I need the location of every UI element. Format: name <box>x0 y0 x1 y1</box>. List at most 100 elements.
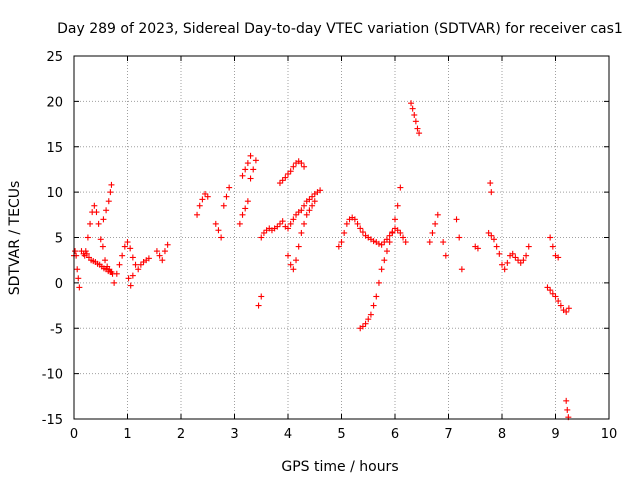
data-point <box>116 261 123 268</box>
data-point <box>311 198 318 205</box>
x-tick-label: 10 <box>601 427 618 442</box>
data-point <box>411 111 418 118</box>
data-point <box>381 239 388 246</box>
data-point <box>442 252 449 259</box>
x-tick-label: 2 <box>177 427 185 442</box>
data-point <box>306 196 313 203</box>
data-point <box>549 243 556 250</box>
data-point <box>386 232 393 239</box>
data-point <box>402 239 409 246</box>
data-point <box>124 239 131 246</box>
data-point <box>125 275 132 282</box>
data-point <box>434 211 441 218</box>
data-point <box>285 170 291 177</box>
data-point <box>127 245 134 252</box>
data-point <box>432 220 439 227</box>
data-point <box>260 229 267 236</box>
data-point <box>84 234 91 241</box>
x-tick-label: 4 <box>284 427 292 442</box>
data-point <box>357 225 364 232</box>
data-point <box>544 284 551 291</box>
data-point <box>383 248 390 255</box>
data-point <box>72 248 79 255</box>
data-point <box>487 180 494 187</box>
y-tick-label: 5 <box>55 232 63 247</box>
y-tick-label: -15 <box>42 413 63 428</box>
data-point <box>365 316 372 323</box>
data-point <box>97 236 104 243</box>
data-point <box>397 229 404 236</box>
data-point <box>547 234 554 241</box>
axis-ticks: 0 1 2 3 4 5 6 7 8 9 10 -15 -10 -5 0 5 10 15 20 25 <box>42 50 618 442</box>
data-point <box>338 239 345 246</box>
data-point <box>279 177 286 184</box>
data-point <box>242 205 249 212</box>
data-point <box>474 245 481 252</box>
data-point <box>303 211 310 218</box>
data-point <box>111 279 118 286</box>
data-point <box>145 255 152 262</box>
data-point <box>129 254 136 261</box>
y-tick-label: 15 <box>46 141 63 156</box>
data-point <box>557 302 564 309</box>
data-point <box>287 220 294 227</box>
data-point <box>113 270 120 277</box>
data-point <box>250 166 257 173</box>
data-point <box>202 190 209 197</box>
data-point <box>335 243 342 250</box>
x-tick-label: 5 <box>337 427 345 442</box>
data-point <box>426 239 433 246</box>
data-point <box>287 168 294 175</box>
data-point <box>276 220 283 227</box>
data-point <box>400 234 407 241</box>
data-point <box>285 225 291 232</box>
data-point <box>414 125 421 132</box>
data-point <box>375 279 382 286</box>
data-point <box>121 243 128 250</box>
data-point <box>386 239 393 246</box>
data-point <box>153 248 160 255</box>
y-tick-label: 0 <box>55 277 63 292</box>
chart-title: Day 289 of 2023, Sidereal Day-to-day VTE… <box>57 21 623 37</box>
data-point <box>196 202 203 209</box>
data-point <box>394 202 401 209</box>
data-point <box>370 302 377 309</box>
data-point <box>239 172 246 179</box>
data-point <box>373 293 380 300</box>
data-point <box>397 184 404 191</box>
data-point <box>564 406 571 413</box>
data-point <box>501 266 508 273</box>
plot-frame <box>73 55 610 420</box>
x-tick-label: 8 <box>498 427 506 442</box>
data-point <box>76 284 83 291</box>
data-point <box>129 272 136 279</box>
data-point <box>132 261 139 268</box>
data-point <box>220 202 227 209</box>
data-point <box>244 160 251 167</box>
data-point <box>359 229 366 236</box>
data-point <box>520 257 527 264</box>
data-point <box>100 216 107 223</box>
data-point <box>82 248 89 255</box>
data-point <box>367 311 374 318</box>
data-point <box>317 187 324 194</box>
data-point <box>107 189 114 196</box>
data-point <box>555 254 562 261</box>
data-point <box>159 257 166 264</box>
data-point <box>378 266 385 273</box>
data-point <box>493 243 500 250</box>
data-point <box>392 216 398 223</box>
data-point <box>456 234 463 241</box>
data-point <box>309 193 316 200</box>
data-point <box>555 298 562 305</box>
data-point <box>412 118 419 125</box>
y-axis-title: SDTVAR / TECUs <box>7 181 23 296</box>
data-point <box>293 211 300 218</box>
data-point <box>496 250 503 257</box>
data-point <box>164 241 171 248</box>
data-point <box>509 250 516 257</box>
y-tick-label: -5 <box>50 322 63 337</box>
data-point <box>488 189 495 196</box>
data-point <box>95 220 102 227</box>
